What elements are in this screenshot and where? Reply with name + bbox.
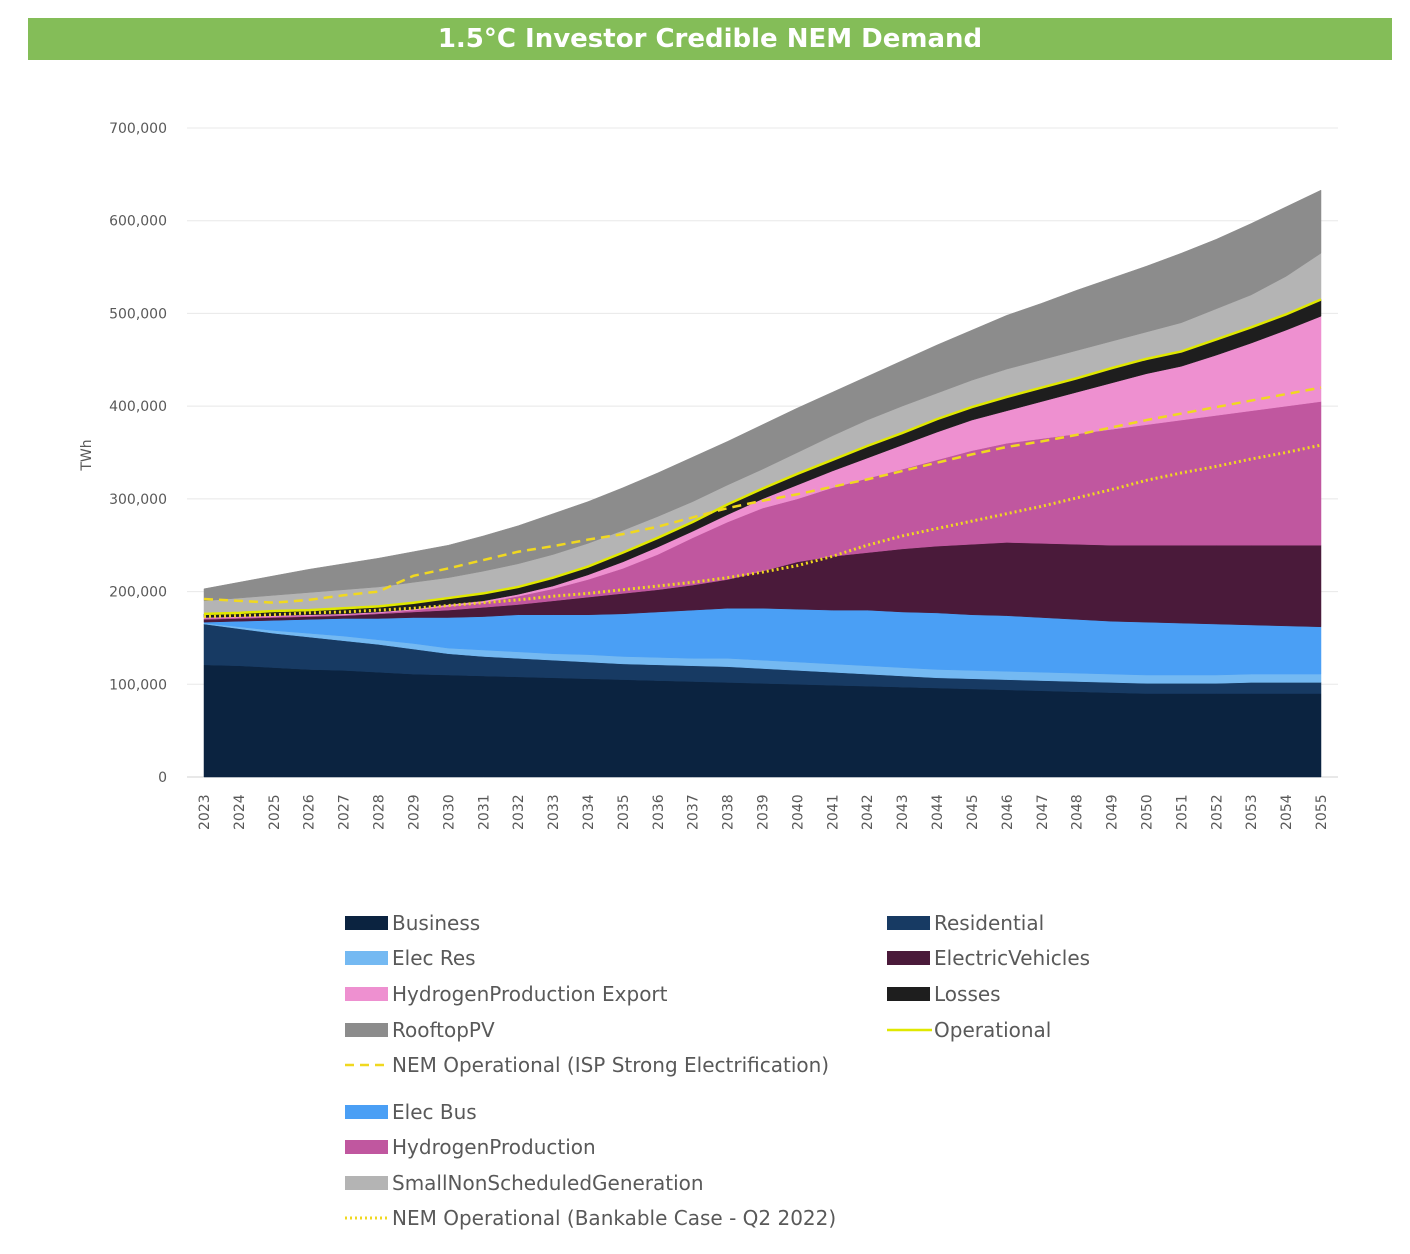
x-tick-label: 2050 [1139, 794, 1155, 830]
legend-label: NEM Operational (Bankable Case - Q2 2022… [392, 1206, 836, 1230]
legend-item: NEM Operational (ISP Strong Electrificat… [345, 1053, 829, 1077]
x-tick-label: 2038 [721, 794, 737, 830]
legend-label: Elec Res [392, 946, 476, 970]
x-tick-label: 2032 [511, 794, 527, 830]
x-tick-label: 2044 [930, 794, 946, 830]
legend-item: HydrogenProduction [345, 1135, 596, 1159]
y-tick-label: 500,000 [109, 306, 167, 322]
x-tick-label: 2026 [302, 794, 318, 830]
x-tick-label: 2046 [1000, 794, 1016, 830]
y-tick-label: 0 [158, 770, 167, 786]
y-tick-label: 400,000 [109, 399, 167, 415]
x-axis-ticks: 2023 2024 2025 2026 2027 2028 2029 2030 2031 2032… [197, 794, 1330, 830]
x-tick-label: 2025 [267, 794, 283, 830]
legend-item: Operational [887, 1018, 1051, 1042]
x-tick-label: 2030 [441, 794, 457, 830]
legend-swatch [345, 1105, 388, 1119]
legend-label: NEM Operational (ISP Strong Electrificat… [392, 1053, 829, 1077]
x-tick-label: 2047 [1035, 794, 1051, 830]
x-tick-label: 2029 [406, 794, 422, 830]
legend-label: Operational [934, 1018, 1051, 1042]
x-tick-label: 2053 [1244, 794, 1260, 830]
legend: Business Residential Elec Res ElectricVehic… [345, 911, 1090, 1230]
legend-item: ElectricVehicles [887, 946, 1090, 970]
x-tick-label: 2040 [790, 794, 806, 830]
legend-label: ElectricVehicles [934, 946, 1090, 970]
line-series [203, 298, 1322, 619]
y-tick-label: 100,000 [109, 677, 167, 693]
y-tick-label: 700,000 [109, 121, 167, 137]
y-axis-label: TWh [79, 439, 95, 471]
x-tick-label: 2039 [756, 794, 772, 830]
x-tick-label: 2034 [581, 794, 597, 830]
legend-item: NEM Operational (Bankable Case - Q2 2022… [345, 1206, 836, 1230]
legend-swatch [887, 916, 930, 930]
line-nem-operational-bankable-case-q2-2022 [203, 443, 1322, 619]
x-tick-label: 2052 [1209, 794, 1225, 830]
legend-swatch [345, 951, 388, 965]
legend-label: Elec Bus [392, 1100, 477, 1124]
legend-item: Elec Res [345, 946, 476, 970]
area-layers [203, 189, 1322, 778]
y-tick-label: 300,000 [109, 492, 167, 508]
x-tick-label: 2024 [232, 794, 248, 830]
legend-swatch [345, 916, 388, 930]
line-operational [203, 298, 1322, 616]
x-tick-label: 2027 [337, 794, 353, 830]
x-tick-label: 2041 [825, 794, 841, 830]
chart-title: 1.5°C Investor Credible NEM Demand [28, 18, 1392, 60]
legend-label: HydrogenProduction Export [392, 982, 668, 1006]
legend-item: Residential [887, 911, 1044, 935]
legend-item: RooftopPV [345, 1018, 495, 1042]
x-tick-label: 2035 [616, 794, 632, 830]
area-rooftoppv [203, 189, 1322, 602]
legend-swatch [345, 1140, 388, 1154]
legend-label: Business [392, 911, 480, 935]
x-tick-label: 2036 [651, 794, 667, 830]
legend-label: Residential [934, 911, 1044, 935]
x-tick-label: 2023 [197, 794, 213, 830]
x-tick-label: 2042 [860, 794, 876, 830]
legend-swatch [887, 987, 930, 1001]
y-axis-ticks: 0 100,000 200,000 300,000 400,000 500,000 600,… [109, 121, 167, 786]
legend-item: HydrogenProduction Export [345, 982, 668, 1006]
x-tick-label: 2048 [1070, 794, 1086, 830]
legend-label: RooftopPV [392, 1018, 495, 1042]
x-tick-label: 2028 [372, 794, 388, 830]
legend-swatch [345, 1176, 388, 1190]
legend-swatch [345, 1023, 388, 1037]
legend-item: SmallNonScheduledGeneration [345, 1171, 704, 1195]
x-tick-label: 2049 [1105, 794, 1121, 830]
y-tick-label: 200,000 [109, 585, 167, 601]
legend-item: Business [345, 911, 480, 935]
x-tick-label: 2051 [1174, 794, 1190, 830]
legend-label: Losses [934, 982, 1001, 1006]
legend-item: Elec Bus [345, 1100, 477, 1124]
x-tick-label: 2033 [546, 794, 562, 830]
legend-item: Losses [887, 982, 1001, 1006]
x-tick-label: 2055 [1314, 794, 1330, 830]
legend-label: HydrogenProduction [392, 1135, 596, 1159]
legend-swatch [345, 987, 388, 1001]
legend-label: SmallNonScheduledGeneration [392, 1171, 704, 1195]
x-tick-label: 2031 [476, 794, 492, 830]
x-tick-label: 2054 [1279, 794, 1295, 830]
y-tick-label: 600,000 [109, 214, 167, 230]
legend-swatch [887, 951, 930, 965]
line-nem-operational-isp-strong-electrification [203, 386, 1322, 604]
x-tick-label: 2045 [965, 794, 981, 830]
x-tick-label: 2037 [686, 794, 702, 830]
x-tick-label: 2043 [895, 794, 911, 830]
